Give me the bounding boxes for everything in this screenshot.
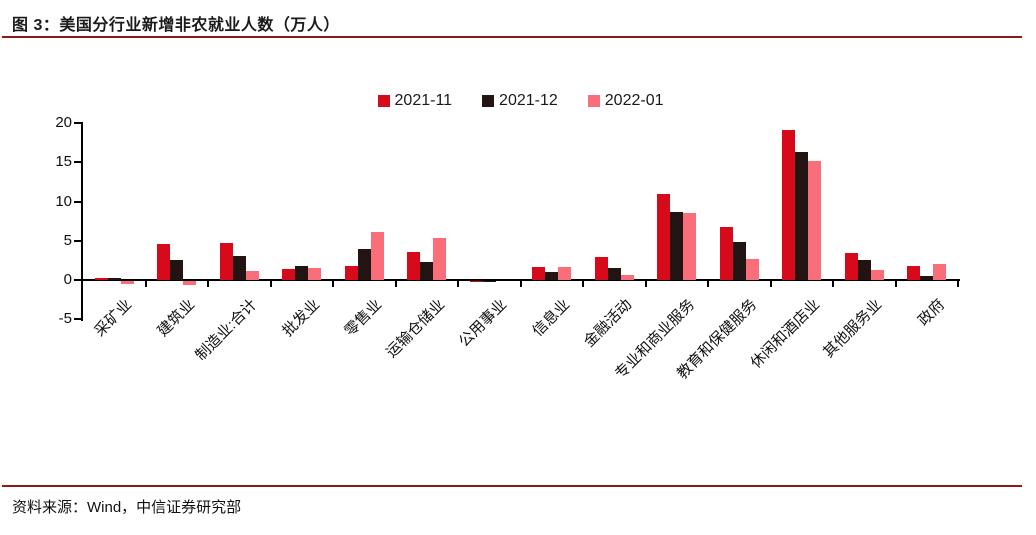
bar-2022-01-政府 — [933, 264, 946, 280]
legend-item-2021-12: 2021-12 — [482, 92, 558, 110]
bar-2022-01-休闲和酒店业 — [808, 161, 821, 280]
legend-swatch-icon — [482, 95, 495, 107]
x-category-label-批发业: 批发业 — [279, 296, 323, 340]
bar-2022-01-其他服务业 — [871, 270, 884, 280]
y-tick — [74, 240, 81, 242]
y-tick-label: -5 — [58, 310, 72, 327]
bar-2021-11-政府 — [907, 266, 920, 280]
bar-2022-01-采矿业 — [121, 281, 134, 284]
bar-2022-01-运输仓储业 — [433, 238, 446, 280]
bar-2021-11-其他服务业 — [845, 253, 858, 280]
bar-2022-01-信息业 — [558, 267, 571, 280]
bar-2021-12-建筑业 — [170, 260, 183, 280]
x-category-label-采矿业: 采矿业 — [91, 296, 136, 340]
bar-2022-01-专业和商业服务 — [683, 213, 696, 280]
bar-2021-12-采矿业 — [108, 278, 121, 280]
x-category-label-其他服务业: 其他服务业 — [820, 296, 886, 362]
bar-2022-01-制造业:合计 — [246, 271, 259, 280]
x-tick — [957, 281, 959, 287]
bar-2021-11-制造业:合计 — [220, 243, 233, 280]
bar-2021-11-信息业 — [532, 267, 545, 280]
bar-2021-11-公用事业 — [470, 281, 483, 282]
bar-2021-12-批发业 — [295, 266, 308, 280]
x-category-label-金融活动: 金融活动 — [580, 296, 636, 351]
bar-2021-12-政府 — [920, 276, 933, 280]
x-tick — [832, 281, 834, 287]
x-tick — [270, 281, 272, 287]
x-tick — [707, 281, 709, 287]
x-category-label-信息业: 信息业 — [529, 296, 573, 340]
bar-2021-12-信息业 — [545, 272, 558, 280]
bar-2021-11-批发业 — [282, 269, 295, 280]
y-tick-label: 5 — [63, 232, 72, 249]
bar-2021-12-休闲和酒店业 — [795, 152, 808, 280]
x-tick — [645, 281, 647, 287]
x-tick — [145, 281, 147, 287]
bar-2021-11-休闲和酒店业 — [782, 130, 795, 280]
x-tick — [520, 281, 522, 287]
y-tick-label: 0 — [63, 271, 72, 288]
y-tick-label: 10 — [55, 193, 72, 210]
source-text: 资料来源：Wind，中信证券研究部 — [12, 499, 242, 516]
y-tick — [74, 122, 81, 124]
figure-title: 图 3：美国分行业新增非农就业人数（万人） — [12, 17, 340, 34]
x-tick — [332, 281, 334, 287]
bar-2021-11-金融活动 — [595, 257, 608, 280]
x-category-label-政府: 政府 — [914, 296, 948, 330]
x-axis-line — [81, 279, 960, 281]
chart-legend: 2021-11 2021-12 2022-01 — [83, 92, 958, 110]
legend-swatch-icon — [377, 95, 390, 107]
x-tick — [770, 281, 772, 287]
bar-2021-11-教育和保健服务 — [720, 227, 733, 280]
bar-2021-11-零售业 — [345, 266, 358, 280]
legend-label: 2021-11 — [394, 92, 453, 109]
legend-item-2021-11: 2021-11 — [377, 92, 453, 110]
legend-label: 2021-12 — [499, 92, 558, 109]
x-category-label-建筑业: 建筑业 — [154, 296, 198, 340]
x-tick — [895, 281, 897, 287]
legend-label: 2022-01 — [604, 92, 664, 109]
bar-2021-12-其他服务业 — [858, 260, 871, 280]
y-tick — [74, 279, 81, 281]
bar-2021-11-建筑业 — [157, 244, 170, 280]
bar-2022-01-教育和保健服务 — [746, 259, 759, 280]
x-category-label-制造业:合计: 制造业:合计 — [192, 296, 261, 365]
bar-2022-01-金融活动 — [621, 275, 634, 280]
bar-2022-01-批发业 — [308, 268, 321, 280]
bar-2021-12-制造业:合计 — [233, 256, 246, 280]
y-axis-line — [81, 122, 83, 321]
x-category-label-公用事业: 公用事业 — [455, 296, 511, 351]
x-tick — [395, 281, 397, 287]
legend-swatch-icon — [587, 95, 600, 107]
x-category-label-运输仓储业: 运输仓储业 — [382, 296, 448, 362]
title-divider — [2, 36, 1022, 38]
bar-2021-12-公用事业 — [483, 281, 496, 282]
bar-2021-12-专业和商业服务 — [670, 212, 683, 280]
bar-2021-11-运输仓储业 — [407, 252, 420, 280]
bar-2021-12-金融活动 — [608, 268, 621, 280]
bar-2021-12-教育和保健服务 — [733, 242, 746, 280]
y-tick-label: 15 — [55, 153, 72, 170]
bar-2021-11-采矿业 — [95, 278, 108, 280]
bar-2021-12-零售业 — [358, 249, 371, 280]
x-tick — [457, 281, 459, 287]
y-tick — [74, 161, 81, 163]
source-divider — [2, 485, 1022, 487]
legend-item-2022-01: 2022-01 — [587, 92, 664, 110]
bar-2021-12-运输仓储业 — [420, 262, 433, 280]
y-tick — [74, 201, 81, 203]
x-tick — [582, 281, 584, 287]
bar-2022-01-建筑业 — [183, 281, 196, 285]
bar-2022-01-零售业 — [371, 232, 384, 280]
y-tick-label: 20 — [55, 114, 72, 131]
x-tick — [207, 281, 209, 287]
bar-2021-11-专业和商业服务 — [657, 194, 670, 280]
y-tick — [74, 318, 81, 320]
x-category-label-零售业: 零售业 — [341, 296, 386, 340]
